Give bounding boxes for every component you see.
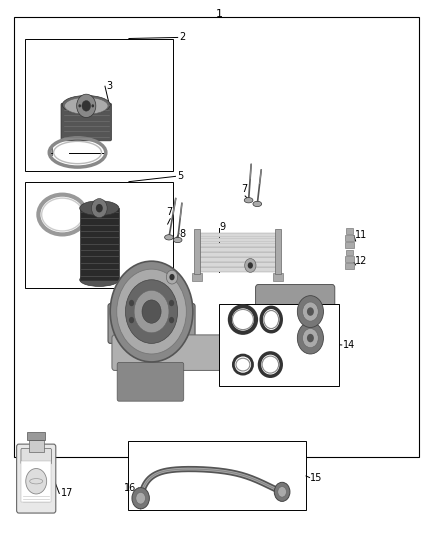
Bar (346, 249, 353, 255)
FancyBboxPatch shape (61, 103, 112, 141)
Text: 4: 4 (47, 148, 53, 158)
Circle shape (303, 302, 318, 321)
FancyBboxPatch shape (17, 444, 56, 513)
Circle shape (307, 334, 314, 342)
Text: 5: 5 (177, 172, 183, 181)
Bar (346, 228, 353, 234)
FancyBboxPatch shape (117, 362, 184, 401)
Bar (25, 182, 173, 288)
Ellipse shape (253, 201, 261, 207)
Text: 7: 7 (166, 207, 172, 217)
Bar (199, 268, 276, 272)
Circle shape (307, 308, 314, 316)
Circle shape (92, 199, 107, 217)
Text: 10: 10 (234, 255, 247, 265)
Bar (192, 273, 202, 281)
Bar (28, 440, 44, 452)
Bar (80, 208, 119, 280)
Text: 16: 16 (124, 482, 136, 492)
FancyBboxPatch shape (108, 304, 195, 343)
Bar (199, 247, 276, 252)
Circle shape (248, 262, 253, 269)
Text: 2: 2 (179, 33, 185, 43)
Text: 1: 1 (215, 10, 223, 19)
Circle shape (142, 300, 161, 323)
Bar (345, 242, 354, 248)
Bar (275, 229, 281, 274)
Bar (25, 38, 173, 171)
Circle shape (274, 482, 290, 502)
Ellipse shape (80, 201, 119, 216)
Bar (21, 461, 51, 503)
Circle shape (129, 300, 134, 306)
Circle shape (85, 101, 88, 104)
Circle shape (169, 300, 174, 306)
Bar (194, 229, 200, 274)
Text: 17: 17 (60, 488, 73, 498)
Bar (27, 432, 45, 440)
Text: 6: 6 (94, 236, 100, 246)
FancyBboxPatch shape (112, 335, 300, 370)
Circle shape (129, 317, 134, 324)
Bar (199, 232, 276, 237)
Circle shape (297, 296, 323, 327)
Circle shape (110, 261, 193, 362)
Ellipse shape (62, 95, 110, 114)
Text: 8: 8 (179, 229, 185, 239)
Text: 15: 15 (311, 473, 323, 482)
Ellipse shape (173, 237, 182, 243)
Text: 12: 12 (355, 256, 367, 266)
Circle shape (166, 270, 178, 284)
Text: 10: 10 (152, 269, 164, 279)
Bar (199, 257, 276, 262)
Circle shape (132, 488, 149, 509)
Bar (346, 256, 354, 262)
Circle shape (92, 104, 94, 108)
Text: 7: 7 (241, 184, 247, 195)
Text: 13: 13 (316, 308, 328, 318)
Text: 14: 14 (343, 340, 355, 350)
Bar (127, 441, 306, 511)
Circle shape (170, 274, 175, 280)
Circle shape (96, 204, 103, 213)
Circle shape (26, 469, 47, 494)
Bar (199, 243, 276, 247)
Bar (199, 238, 276, 242)
Ellipse shape (165, 235, 173, 240)
Ellipse shape (80, 273, 119, 286)
Circle shape (117, 269, 186, 354)
Text: 3: 3 (106, 81, 113, 91)
Circle shape (278, 487, 286, 497)
Bar (14, 17, 419, 457)
Circle shape (77, 94, 96, 117)
Text: 9: 9 (220, 222, 226, 232)
Circle shape (136, 492, 145, 504)
Circle shape (169, 317, 174, 324)
Bar (219, 304, 339, 386)
Circle shape (303, 328, 318, 348)
Circle shape (125, 280, 178, 343)
Bar (199, 253, 276, 257)
Bar (345, 263, 354, 269)
Circle shape (82, 101, 91, 111)
FancyBboxPatch shape (21, 448, 51, 464)
Bar (272, 273, 283, 281)
Text: 11: 11 (355, 230, 367, 240)
Ellipse shape (244, 198, 253, 203)
FancyBboxPatch shape (255, 285, 335, 362)
Bar (199, 262, 276, 267)
Circle shape (134, 290, 169, 333)
Circle shape (78, 104, 81, 108)
Circle shape (85, 107, 88, 110)
Circle shape (297, 322, 323, 354)
Circle shape (245, 259, 256, 272)
Ellipse shape (64, 98, 108, 114)
Bar (346, 235, 354, 241)
